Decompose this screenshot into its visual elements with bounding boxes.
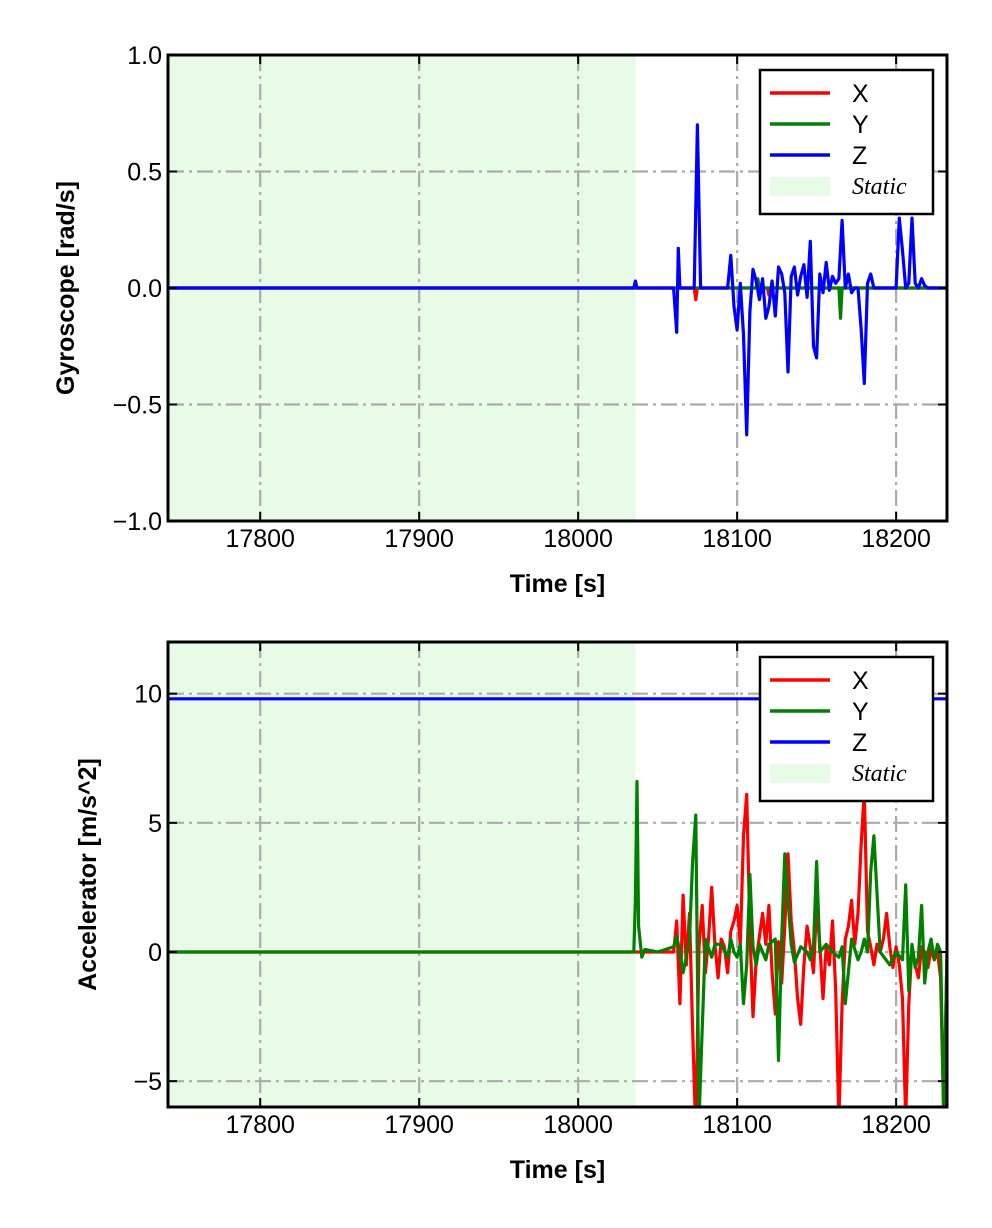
series-line-y [168, 779, 947, 1107]
y-tick-label: 0 [148, 939, 162, 967]
x-tick-label: 17800 [225, 1111, 295, 1139]
y-tick-label: −1.0 [113, 508, 162, 536]
y-axis-title: Accelerator [m/s^2] [74, 758, 102, 991]
legend-label-x: X [852, 667, 869, 695]
legend: XYZ Static [758, 68, 935, 216]
x-tick-label: 18000 [543, 1111, 613, 1139]
y-axis-title: Gyroscope [rad/s] [52, 181, 80, 395]
x-tick-label: 18100 [702, 525, 772, 553]
series-line-x [168, 790, 947, 1107]
y-tick-label: 5 [148, 810, 162, 838]
x-tick-label: 17900 [384, 525, 454, 553]
legend: XYZ Static [758, 655, 935, 803]
legend-swatch-static [770, 764, 830, 783]
legend-label-static: Static [852, 174, 907, 200]
legend-swatch-static [770, 177, 830, 196]
series-line-z [168, 123, 947, 437]
series-group [168, 123, 947, 437]
y-tick-label: 0.5 [127, 159, 162, 187]
x-axis-title: Time [s] [510, 570, 605, 598]
x-tick-label: 17900 [384, 1111, 454, 1139]
y-tick-label: 10 [134, 681, 162, 709]
legend-label-z: Z [852, 729, 867, 757]
y-tick-label: −0.5 [113, 392, 162, 420]
x-tick-label: 18200 [861, 1111, 931, 1139]
y-tick-label: 0.0 [127, 275, 162, 303]
legend-label-y: Y [852, 111, 869, 139]
x-tick-label: 18000 [543, 525, 613, 553]
legend-label-x: X [852, 80, 869, 108]
y-tick-label: −5 [133, 1068, 162, 1096]
plot-frame [166, 640, 949, 1109]
x-tick-label: 17800 [225, 525, 295, 553]
legend-label-y: Y [852, 698, 869, 726]
legend-label-z: Z [852, 142, 867, 170]
gyroscope-chart: 17800 17900 18000 18100 18200 −1.0 −0.5 0.0 0.5 1… [52, 42, 949, 598]
y-tick-label: 1.0 [127, 42, 162, 70]
x-axis-title: Time [s] [510, 1156, 605, 1184]
accelerometer-chart: 17800 17900 18000 18100 18200 −5 0 5 10 Time [s] A… [74, 640, 949, 1184]
x-tick-label: 18100 [702, 1111, 772, 1139]
static-region [168, 642, 636, 1107]
legend-label-static: Static [852, 761, 907, 787]
x-tick-label: 18200 [861, 525, 931, 553]
